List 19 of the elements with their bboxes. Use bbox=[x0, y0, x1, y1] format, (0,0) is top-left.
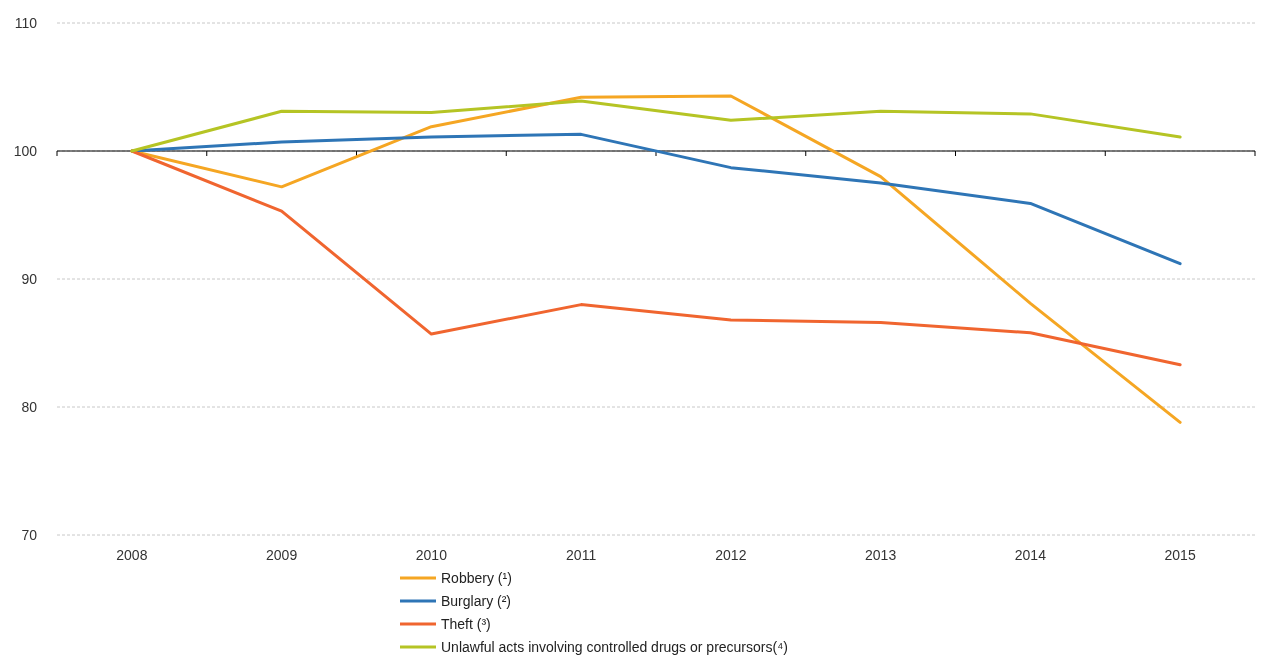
legend-label: Theft (³) bbox=[441, 616, 491, 632]
y-tick-label: 100 bbox=[13, 142, 38, 159]
y-tick-label: 90 bbox=[21, 270, 38, 287]
x-tick-label: 2013 bbox=[865, 547, 897, 563]
legend-label: Unlawful acts involving controlled drugs or precursors(⁴) bbox=[441, 639, 788, 655]
line-series bbox=[130, 149, 1182, 367]
legend-label: Burglary (²) bbox=[441, 593, 512, 609]
x-tick-label: 2012 bbox=[715, 547, 747, 563]
x-tick-label: 2014 bbox=[1014, 547, 1047, 563]
x-tick-label: 2008 bbox=[116, 547, 148, 563]
x-tick-label: 2011 bbox=[566, 547, 597, 563]
x-tick-label: 2009 bbox=[266, 547, 298, 563]
x-tick-label: 2015 bbox=[1164, 547, 1196, 563]
y-tick-label: 70 bbox=[21, 526, 38, 543]
line-series bbox=[130, 99, 1182, 153]
x-tick-label: 2010 bbox=[415, 547, 448, 563]
y-tick-label: 110 bbox=[14, 14, 38, 31]
y-tick-label: 80 bbox=[21, 398, 38, 415]
legend-label: Robbery (¹) bbox=[441, 570, 512, 586]
